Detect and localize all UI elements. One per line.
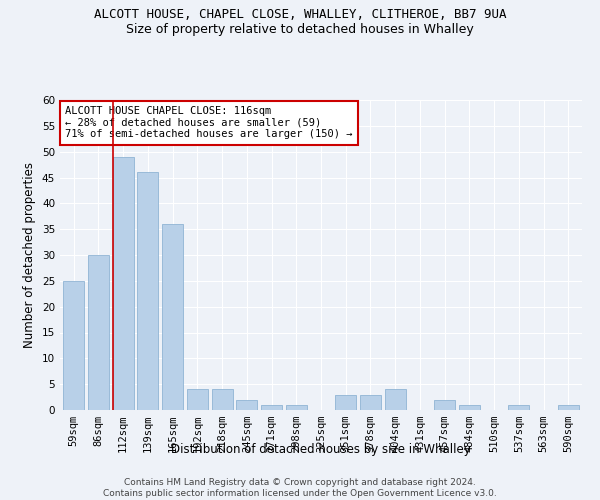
Bar	[162, 224, 183, 410]
Y-axis label: Number of detached properties: Number of detached properties	[23, 162, 37, 348]
Text: ALCOTT HOUSE CHAPEL CLOSE: 116sqm
← 28% of detached houses are smaller (59)
71% : ALCOTT HOUSE CHAPEL CLOSE: 116sqm ← 28% …	[65, 106, 353, 140]
Bar	[459, 405, 480, 410]
Bar	[187, 390, 208, 410]
Bar	[508, 405, 529, 410]
Bar	[434, 400, 455, 410]
Text: ALCOTT HOUSE, CHAPEL CLOSE, WHALLEY, CLITHEROE, BB7 9UA: ALCOTT HOUSE, CHAPEL CLOSE, WHALLEY, CLI…	[94, 8, 506, 20]
Text: Contains HM Land Registry data © Crown copyright and database right 2024.
Contai: Contains HM Land Registry data © Crown c…	[103, 478, 497, 498]
Bar	[335, 394, 356, 410]
Bar	[286, 405, 307, 410]
Bar	[212, 390, 233, 410]
Bar	[236, 400, 257, 410]
Bar	[113, 157, 134, 410]
Bar	[558, 405, 579, 410]
Text: Size of property relative to detached houses in Whalley: Size of property relative to detached ho…	[126, 22, 474, 36]
Bar	[63, 281, 84, 410]
Text: Distribution of detached houses by size in Whalley: Distribution of detached houses by size …	[171, 442, 471, 456]
Bar	[137, 172, 158, 410]
Bar	[385, 390, 406, 410]
Bar	[88, 255, 109, 410]
Bar	[261, 405, 282, 410]
Bar	[360, 394, 381, 410]
